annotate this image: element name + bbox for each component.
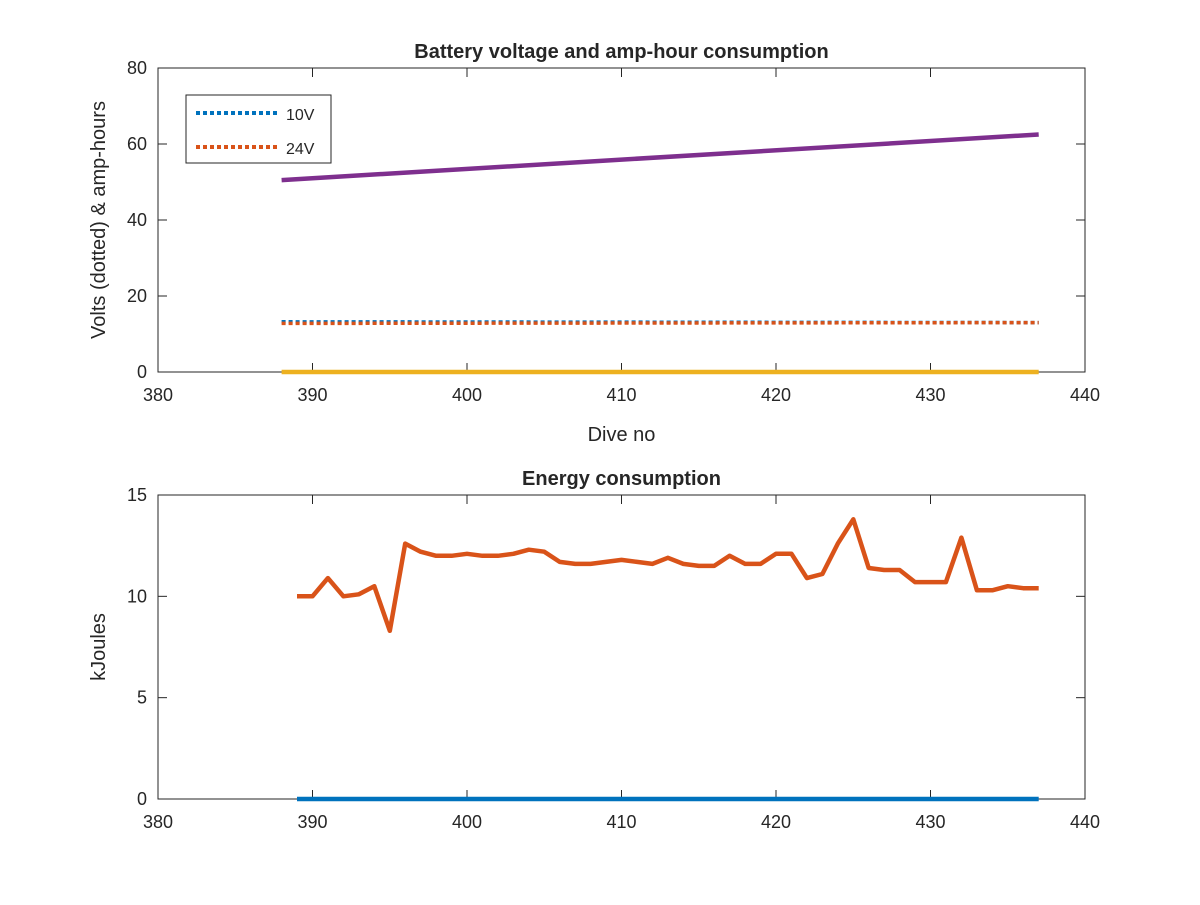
chart2-y-tick-label: 15 — [127, 485, 147, 505]
chart1-y-tick-label: 60 — [127, 134, 147, 154]
chart2-x-tick-label: 390 — [297, 812, 327, 832]
chart1-y-tick-label: 80 — [127, 58, 147, 78]
chart2-x-tick-label: 410 — [606, 812, 636, 832]
chart1-series-line-3 — [281, 132, 1039, 183]
chart1-y-axis-label: Volts (dotted) & amp-hours — [88, 101, 110, 339]
chart2-y-axis-label: kJoules — [88, 613, 110, 681]
chart1-x-axis-label: Dive no — [588, 424, 656, 446]
chart1-y-tick-label: 40 — [127, 210, 147, 230]
chart1-x-tick-label: 400 — [452, 385, 482, 405]
chart1-x-tick-label: 380 — [143, 385, 173, 405]
chart1-legend-label-10v: 10V — [286, 107, 315, 124]
chart2-x-tick-label: 400 — [452, 812, 482, 832]
chart1-y-tick-label: 20 — [127, 286, 147, 306]
chart2-axes-box — [157, 494, 1086, 800]
chart1-x-tick-label: 410 — [606, 385, 636, 405]
chart2-x-tick-label: 440 — [1070, 812, 1100, 832]
chart2-y-tick-label: 5 — [137, 688, 147, 708]
chart1-x-tick-label: 430 — [915, 385, 945, 405]
chart2-title: Energy consumption — [522, 468, 721, 490]
chart2-y-tick-label: 0 — [137, 789, 147, 809]
chart1-legend-box — [185, 94, 332, 164]
chart2-x-tick-label: 420 — [761, 812, 791, 832]
chart2-series-line-1 — [297, 517, 1039, 634]
chart2-x-tick-label: 430 — [915, 812, 945, 832]
chart1-legend: 10V 24V — [185, 94, 332, 164]
chart1-legend-label-24v: 24V — [286, 141, 315, 158]
chart1-x-tick-label: 390 — [297, 385, 327, 405]
chart2-x-tick-label: 380 — [143, 812, 173, 832]
chart1-y-tick-label: 0 — [137, 362, 147, 382]
chart1-x-tick-label: 440 — [1070, 385, 1100, 405]
chart1-series-24v — [281, 320, 1039, 326]
chart1-title: Battery voltage and amp-hour consumption — [414, 41, 828, 63]
chart1-x-tick-label: 420 — [761, 385, 791, 405]
chart2-plot: 380 390 400 410 420 430 440 0 5 10 15 Energy consum… — [88, 468, 1100, 832]
chart2-y-tick-label: 10 — [127, 586, 147, 606]
chart1-plot: 380 390 400 410 420 430 440 0 20 40 60 80 Battery vo… — [88, 41, 1100, 446]
